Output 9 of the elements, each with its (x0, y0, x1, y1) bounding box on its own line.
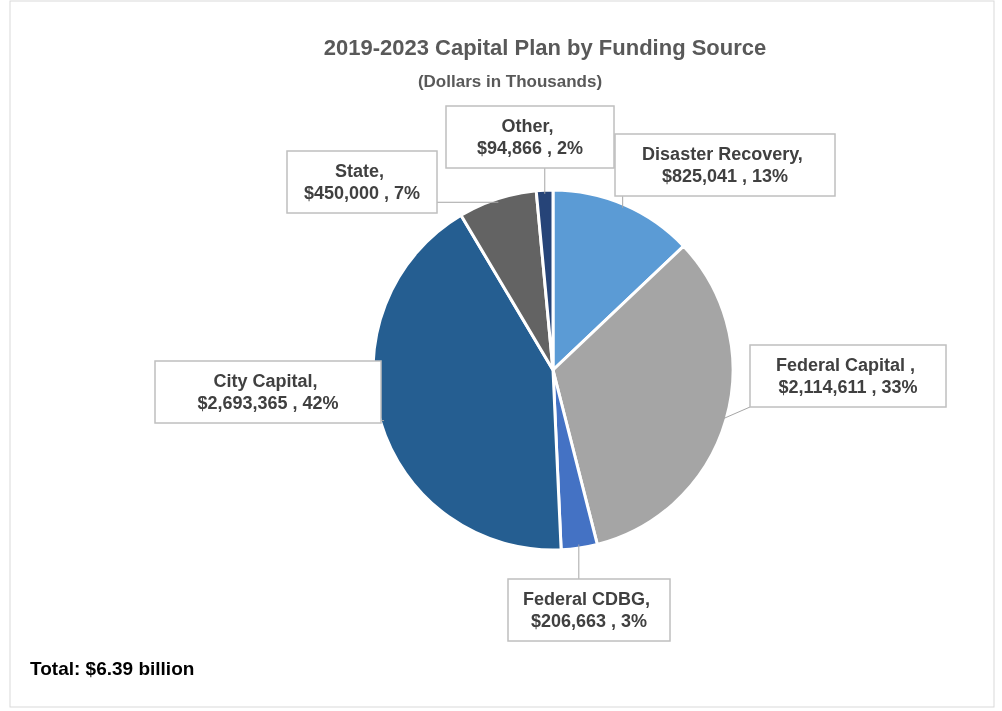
slice-label: State, $450,000 , 7% (303, 161, 421, 204)
chart-title: 2019-2023 Capital Plan by Funding Source (323, 35, 767, 60)
slice-label: City Capital, $2,693,365 , 42% (197, 371, 339, 414)
slice-label: Disaster Recovery, $825,041 , 13% (642, 144, 808, 187)
text: Total: $6.39 billion (30, 658, 195, 679)
slice-label: Federal CDBG, $206,663 , 3% (522, 589, 656, 632)
chart-subtitle: (Dollars in Thousands) (417, 72, 603, 91)
slice-label: Other, $94,866 , 2% (476, 116, 584, 159)
slice-label: Federal Capital , $2,114,611 , 33% (775, 355, 921, 398)
